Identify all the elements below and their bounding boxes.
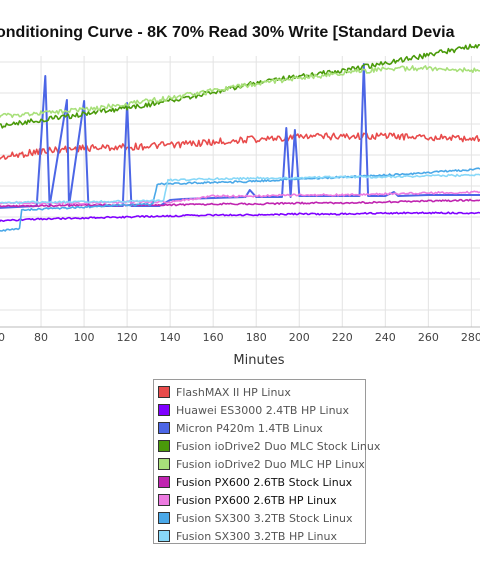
series-line-5 (0, 198, 480, 208)
legend-label: Fusion SX300 3.2TB HP Linux (176, 529, 337, 543)
legend-label: Fusion PX600 2.6TB HP Linux (176, 493, 337, 507)
legend-item[interactable]: Fusion PX600 2.6TB Stock Linux (158, 473, 365, 491)
x-tick-label: 160 (203, 331, 224, 344)
legend-swatch (158, 476, 170, 488)
series-line-6 (0, 190, 480, 205)
legend-item[interactable]: Fusion ioDrive2 Duo MLC Stock Linux (158, 437, 380, 455)
legend-label: Fusion ioDrive2 Duo MLC Stock Linux (176, 439, 381, 453)
x-tick-label: 240 (375, 331, 396, 344)
series-line-1 (0, 211, 480, 223)
x-tick-label: 280 (461, 331, 480, 344)
x-axis-title: Minutes (233, 353, 284, 368)
legend-item[interactable]: Huawei ES3000 2.4TB HP Linux (158, 401, 365, 419)
series-line-0 (0, 132, 480, 160)
legend-swatch (158, 440, 170, 452)
x-tick-label: 260 (418, 331, 439, 344)
series-line-4 (0, 65, 480, 119)
legend-label: Micron P420m 1.4TB Linux (176, 421, 323, 435)
legend-swatch (158, 512, 170, 524)
legend-swatch (158, 422, 170, 434)
legend-label: Fusion SX300 3.2TB Stock Linux (176, 511, 353, 525)
legend-swatch (158, 530, 170, 542)
series-line-8 (0, 173, 480, 205)
x-tick-label: 60 (0, 331, 5, 344)
legend-swatch (158, 458, 170, 470)
x-tick-label: 80 (34, 331, 48, 344)
legend-swatch (158, 404, 170, 416)
legend-swatch (158, 494, 170, 506)
x-tick-label: 220 (332, 331, 353, 344)
legend-swatch (158, 386, 170, 398)
legend-item[interactable]: Fusion PX600 2.6TB HP Linux (158, 491, 365, 509)
legend-label: FlashMAX II HP Linux (176, 385, 291, 399)
legend-item[interactable]: Fusion ioDrive2 Duo MLC HP Linux (158, 455, 365, 473)
x-tick-label: 100 (74, 331, 95, 344)
series-line-3 (0, 43, 480, 129)
x-tick-label: 200 (289, 331, 310, 344)
chart-title: onditioning Curve - 8K 70% Read 30% Writ… (0, 24, 455, 41)
legend-item[interactable]: FlashMAX II HP Linux (158, 383, 365, 401)
x-tick-label: 180 (246, 331, 267, 344)
legend-label: Fusion PX600 2.6TB Stock Linux (176, 475, 353, 489)
legend: FlashMAX II HP Linux Huawei ES3000 2.4TB … (153, 379, 380, 545)
legend-item[interactable]: Fusion SX300 3.2TB Stock Linux (158, 509, 365, 527)
x-axis-ticks: 60 80 100 120 140 160 180 200 220 240 260 280 (0, 331, 480, 344)
series-lines (0, 43, 480, 232)
legend-label: Fusion ioDrive2 Duo MLC HP Linux (176, 457, 365, 471)
x-tick-label: 120 (117, 331, 138, 344)
series-line-7 (0, 167, 480, 232)
x-tick-label: 140 (160, 331, 181, 344)
legend-item[interactable]: Micron P420m 1.4TB Linux (158, 419, 365, 437)
legend-label: Huawei ES3000 2.4TB HP Linux (176, 403, 350, 417)
legend-item[interactable]: Fusion SX300 3.2TB HP Linux (158, 527, 365, 545)
grid (0, 56, 480, 328)
